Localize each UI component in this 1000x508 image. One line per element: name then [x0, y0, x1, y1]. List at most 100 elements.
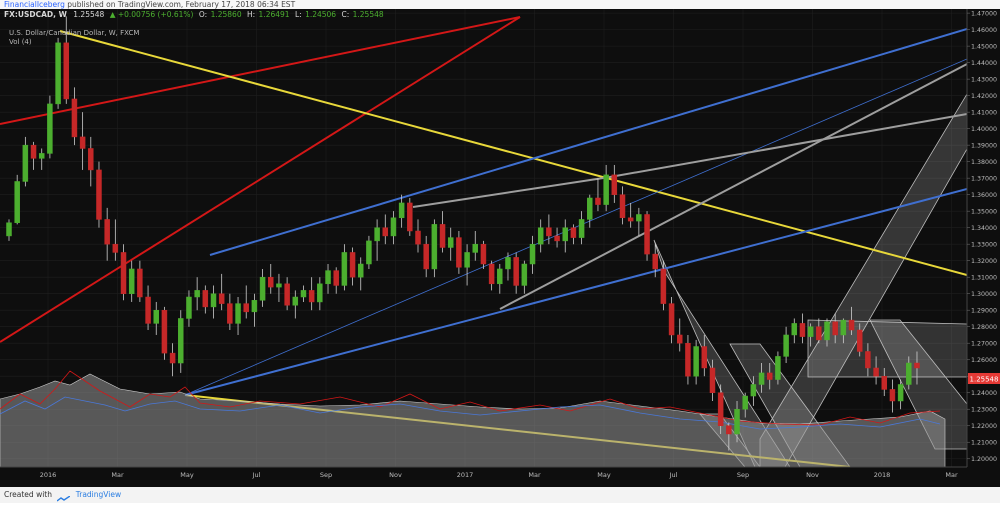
legend-high-label: H: — [247, 10, 255, 19]
price-tick-label: 1.35000 — [971, 209, 997, 216]
price-tick-label: 1.27000 — [971, 341, 997, 348]
red-channel-line-upper — [0, 16, 521, 125]
price-tick-label: 1.33000 — [971, 242, 997, 249]
candle-body — [161, 309, 168, 354]
candle-body — [439, 224, 446, 248]
time-tick-label: May — [597, 471, 611, 479]
price-axis[interactable]: 1.47000 1.46000 1.45000 1.44000 1.43000 1.420… — [967, 11, 997, 464]
time-tick-label: 2017 — [457, 471, 474, 479]
candle-body — [398, 202, 405, 219]
candle-body — [202, 290, 209, 308]
published-text: published on TradingView.com, February 1… — [67, 0, 296, 9]
legend-open: 1.25860 — [211, 10, 242, 19]
time-tick-label: Jul — [669, 471, 678, 479]
candle-body — [47, 103, 53, 154]
candle-body — [366, 240, 372, 265]
time-tick-label: Mar — [945, 471, 958, 479]
candle-body — [71, 98, 78, 138]
candle-body — [685, 342, 691, 377]
candle-body — [407, 202, 413, 232]
chart-area[interactable]: 1.47000 1.46000 1.45000 1.44000 1.43000 1.420… — [0, 9, 1000, 487]
volume-ma-red — [0, 370, 941, 426]
candle-body — [897, 384, 904, 402]
price-tick-label: 1.22000 — [971, 423, 997, 430]
candle-body — [791, 323, 798, 336]
candle-body — [292, 296, 299, 306]
price-tick-label: 1.23000 — [971, 407, 997, 414]
candle-body — [513, 257, 519, 286]
tradingview-logo-icon — [56, 492, 71, 502]
price-tick-label: 1.41000 — [971, 110, 997, 117]
candle-body — [423, 243, 429, 270]
candle-body — [104, 219, 110, 245]
candle-body — [537, 227, 544, 245]
candle-body — [325, 270, 331, 285]
candle-body — [169, 352, 176, 364]
legend-last: 1.25548 — [73, 10, 104, 19]
price-tick-label: 1.28000 — [971, 324, 997, 331]
price-tick-label: 1.21000 — [971, 440, 997, 447]
candle-body — [447, 237, 454, 248]
price-tick-label: 1.30000 — [971, 291, 997, 298]
grey-line-3 — [609, 113, 967, 178]
candle-body — [726, 425, 732, 435]
time-tick-label: Sep — [737, 471, 749, 479]
candle-body — [824, 321, 830, 341]
candle-body — [137, 268, 143, 298]
candle-body — [570, 227, 577, 238]
tradingview-link[interactable]: TradingView — [75, 490, 122, 499]
time-axis[interactable]: 2016 Mar May Jul Sep Nov 2017 Mar May Jul Sep Nov 20… — [40, 471, 958, 479]
candle-body — [701, 346, 708, 369]
author-link[interactable]: FinancialIceberg — [4, 0, 65, 9]
candle-body — [889, 389, 896, 402]
candle-body — [881, 375, 888, 390]
price-tick-label: 1.29000 — [971, 308, 997, 315]
candle-body — [79, 136, 86, 149]
candle-body — [488, 263, 495, 285]
candle-body — [619, 194, 626, 219]
candle-body — [153, 309, 159, 324]
legend: FX:USDCAD, W 1.25548 ▲ +0.00756 (+0.61%)… — [4, 10, 384, 46]
candles-layer — [6, 16, 920, 451]
candle-body — [128, 268, 135, 294]
legend-close-label: C: — [341, 10, 349, 19]
candle-body — [357, 263, 364, 278]
time-tick-label: 2016 — [40, 471, 57, 479]
candle-body — [497, 268, 503, 285]
candle-body — [677, 334, 683, 344]
candle-body — [120, 252, 127, 294]
candle-body — [693, 346, 699, 377]
candle-body — [251, 300, 258, 313]
candle-body — [30, 144, 37, 159]
last-price-label: 1.25548 — [970, 376, 999, 384]
candle-body — [856, 329, 863, 352]
price-tick-label: 1.40000 — [971, 126, 997, 133]
grey-shaded-channel-1 — [653, 239, 791, 467]
candle-body — [456, 237, 462, 268]
legend-low-label: L: — [295, 10, 302, 19]
svg-text:FX:USDCAD, W 1.25548: FX:USDCAD, W 1.25548 ▲ +0.00756 (+0.61%)… — [4, 10, 384, 19]
candle-body — [374, 227, 380, 242]
price-tick-label: 1.44000 — [971, 60, 997, 67]
candle-body — [145, 296, 151, 324]
price-tick-label: 1.47000 — [971, 11, 997, 18]
price-tick-label: 1.26000 — [971, 357, 997, 364]
candle-body — [734, 408, 740, 435]
chart-canvas[interactable]: 1.47000 1.46000 1.45000 1.44000 1.43000 1.420… — [0, 9, 1000, 487]
legend-close: 1.25548 — [353, 10, 384, 19]
candle-body — [775, 356, 781, 380]
candle-body — [865, 351, 871, 369]
time-tick-label: Mar — [528, 471, 541, 479]
price-tick-label: 1.31000 — [971, 275, 997, 282]
legend-title: U.S. Dollar/Canadian Dollar, W, FXCM — [9, 29, 139, 37]
candle-body — [840, 319, 847, 336]
time-tick-label: May — [180, 471, 194, 479]
candle-body — [750, 384, 757, 397]
candle-body — [472, 243, 479, 253]
candle-body — [832, 321, 838, 336]
candle-body — [505, 257, 511, 270]
candle-body — [186, 296, 192, 319]
price-tick-label: 1.39000 — [971, 143, 997, 150]
candle-body — [603, 174, 609, 205]
